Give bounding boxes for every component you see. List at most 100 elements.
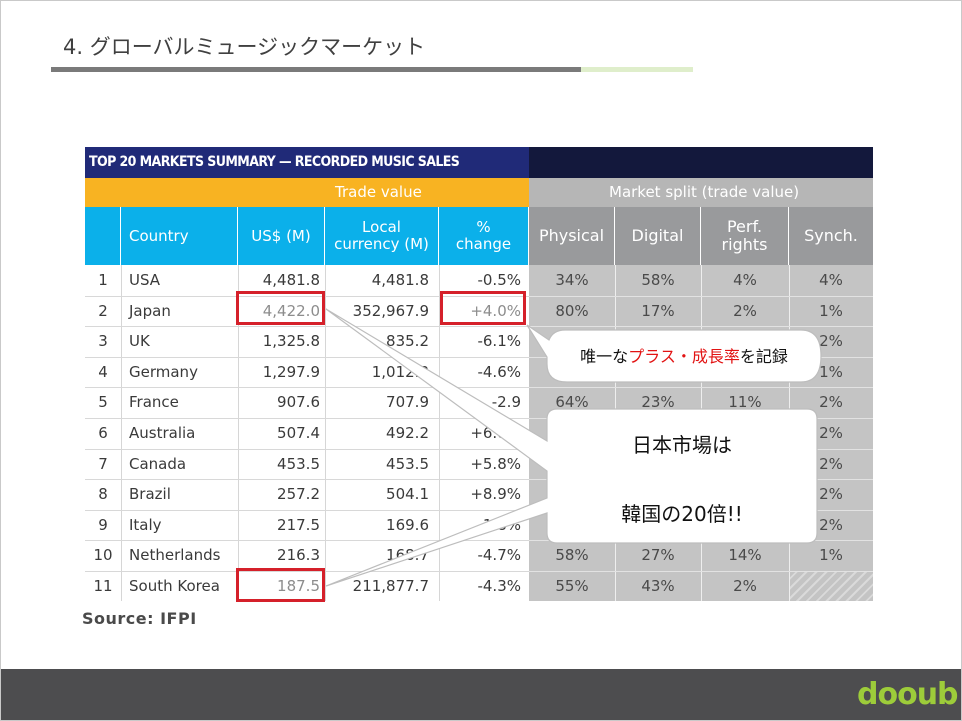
cell-digital: 58% — [641, 271, 675, 289]
cell-change: +5.8% — [470, 454, 521, 473]
cell-country: UK — [129, 332, 150, 351]
slide-title: 4. グローバルミュージックマーケット — [63, 35, 426, 59]
cell-country: USA — [129, 271, 161, 289]
column-header-change-line2: change — [455, 235, 512, 253]
column-header-rank — [85, 207, 121, 265]
callout-ratio-shape — [325, 308, 818, 587]
table-title-bar-left: TOP 20 MARKETS SUMMARY — RECORDED MUSIC … — [85, 147, 529, 178]
group-header-trade-value: Trade value — [85, 178, 529, 207]
cell-country: South Korea — [129, 577, 220, 595]
cell-country: Australia — [129, 424, 196, 442]
cell-synch: 1% — [819, 546, 843, 565]
cell-rank: 2 — [98, 301, 108, 320]
column-header-synch: Synch. — [789, 207, 873, 265]
cell-physical: 80% — [555, 301, 589, 320]
cell-synch: 2% — [819, 454, 843, 473]
cell-physical: 64% — [555, 393, 589, 412]
cell-rank: 5 — [98, 393, 108, 412]
callout-plus-shape — [526, 324, 822, 383]
cell-usd: 507.4 — [277, 424, 320, 442]
cell-country: Netherlands — [129, 546, 221, 565]
cell-synch: 2% — [819, 485, 843, 504]
row-divider — [529, 326, 873, 328]
cell-physical: 55% — [555, 577, 589, 595]
row-divider — [85, 571, 529, 572]
cell-usd: 907.6 — [277, 393, 320, 412]
column-header-physical-label: Physical — [538, 226, 605, 246]
column-header-country-label: Country — [129, 226, 189, 245]
column-header-change-line1: % — [476, 218, 491, 237]
group-label-market-split: Market split (trade value) — [609, 183, 800, 201]
cell-country: Italy — [129, 515, 162, 534]
cell-perf-rights: 2% — [733, 301, 757, 320]
cell-digital: 27% — [641, 546, 675, 565]
cell-change: -4.7% — [477, 546, 521, 565]
cell-synch: 2% — [819, 332, 843, 351]
cell-change: -2.9 — [491, 393, 521, 412]
cell-usd: 4,422.0 — [262, 301, 320, 320]
cell-perf-rights: 2% — [733, 577, 757, 595]
group-label-trade-value: Trade value — [335, 183, 422, 201]
callout-plus-text-post: を記録 — [739, 347, 788, 366]
row-divider — [85, 387, 529, 389]
column-header-perf-line2: rights — [721, 235, 768, 254]
row-divider — [85, 479, 529, 481]
column-header-digital: Digital — [615, 207, 701, 265]
group-header-market-split: Market split (trade value) — [529, 178, 873, 207]
cell-change: +4.0% — [470, 301, 521, 320]
cell-local-currency: 4,481.8 — [371, 271, 429, 289]
grid-line — [238, 265, 239, 601]
row-divider — [85, 326, 529, 328]
table-title: TOP 20 MARKETS SUMMARY — RECORDED MUSIC … — [89, 154, 460, 170]
cell-local-currency: 504.1 — [386, 485, 429, 504]
cell-synch: 2% — [819, 515, 843, 534]
callout-plus-text-red: プラス・成長率 — [628, 347, 740, 366]
column-header-country: Country — [121, 207, 238, 265]
cell-rank: 7 — [98, 454, 108, 473]
column-header-perf-line1: Perf. — [726, 217, 763, 237]
cell-rank: 3 — [98, 332, 108, 351]
column-header-local-line1: Local — [362, 218, 401, 237]
cell-synch: 1% — [819, 301, 843, 320]
cell-rank: 11 — [93, 577, 113, 595]
cell-digital: 43% — [641, 577, 675, 595]
source-note: Source: IFPI — [82, 609, 197, 628]
cell-synch: 2% — [819, 393, 843, 412]
cell-usd: 257.2 — [277, 485, 320, 504]
grid-line — [439, 265, 440, 601]
callout-plus-growth: 唯一なプラス・成長率を記録 — [553, 343, 815, 367]
column-header-digital-label: Digital — [631, 226, 684, 246]
cell-country: Canada — [129, 454, 187, 473]
cell-change: -4.3% — [477, 577, 521, 595]
column-header-usd: US$ (M) — [238, 207, 325, 265]
title-underline-light — [581, 67, 693, 72]
callout-ratio-line1: 日本市場は — [632, 433, 732, 457]
cell-usd: 1,325.8 — [262, 332, 320, 351]
cell-usd: 1,297.9 — [262, 362, 320, 381]
cell-change: -4.6% — [477, 362, 521, 381]
row-divider — [529, 295, 873, 297]
row-divider — [529, 571, 873, 572]
row-divider — [85, 356, 529, 358]
cell-usd: 216.3 — [277, 546, 320, 565]
callout-ratio-line2: 韓国の20倍!! — [621, 502, 743, 526]
column-header-change: % change — [439, 207, 529, 265]
dooub-logo: dooub — [857, 677, 959, 712]
cell-digital: 23% — [641, 393, 675, 412]
column-header-usd-label: US$ (M) — [251, 226, 311, 245]
grid-line — [121, 265, 122, 601]
cell-local-currency: 453.5 — [386, 454, 429, 473]
grid-line — [325, 265, 326, 601]
cell-usd: 453.5 — [277, 454, 320, 473]
column-header-physical: Physical — [529, 207, 615, 265]
cell-rank: 6 — [98, 424, 108, 442]
column-header-synch-label: Synch. — [804, 226, 858, 246]
cell-country: France — [129, 393, 179, 412]
cell-local-currency: 492.2 — [386, 424, 429, 442]
row-divider — [85, 295, 529, 297]
row-divider — [85, 540, 529, 542]
cell-perf-rights: 11% — [728, 393, 762, 412]
cell-physical: 34% — [555, 271, 589, 289]
